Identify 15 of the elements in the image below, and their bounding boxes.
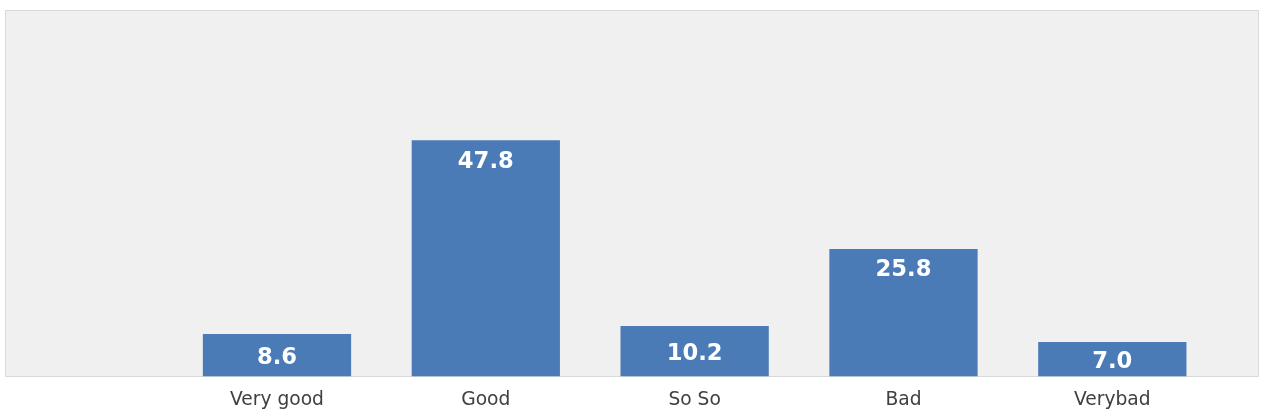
x-tick-label: Verybad (1074, 387, 1151, 409)
data-label: 25.8 (875, 255, 932, 282)
bar (202, 334, 352, 377)
bar (411, 140, 560, 377)
data-label: 47.8 (457, 146, 514, 173)
x-tick-label: Bad (885, 387, 922, 409)
data-label: 7.0 (1092, 346, 1133, 373)
x-tick-label: So So (668, 387, 721, 409)
bar (829, 249, 978, 377)
bar (1038, 341, 1187, 377)
x-tick-label: Good (461, 387, 511, 409)
bar (620, 326, 769, 377)
data-label: 10.2 (666, 338, 723, 365)
data-label: 8.6 (256, 342, 298, 369)
x-tick-label: Very good (230, 387, 324, 409)
